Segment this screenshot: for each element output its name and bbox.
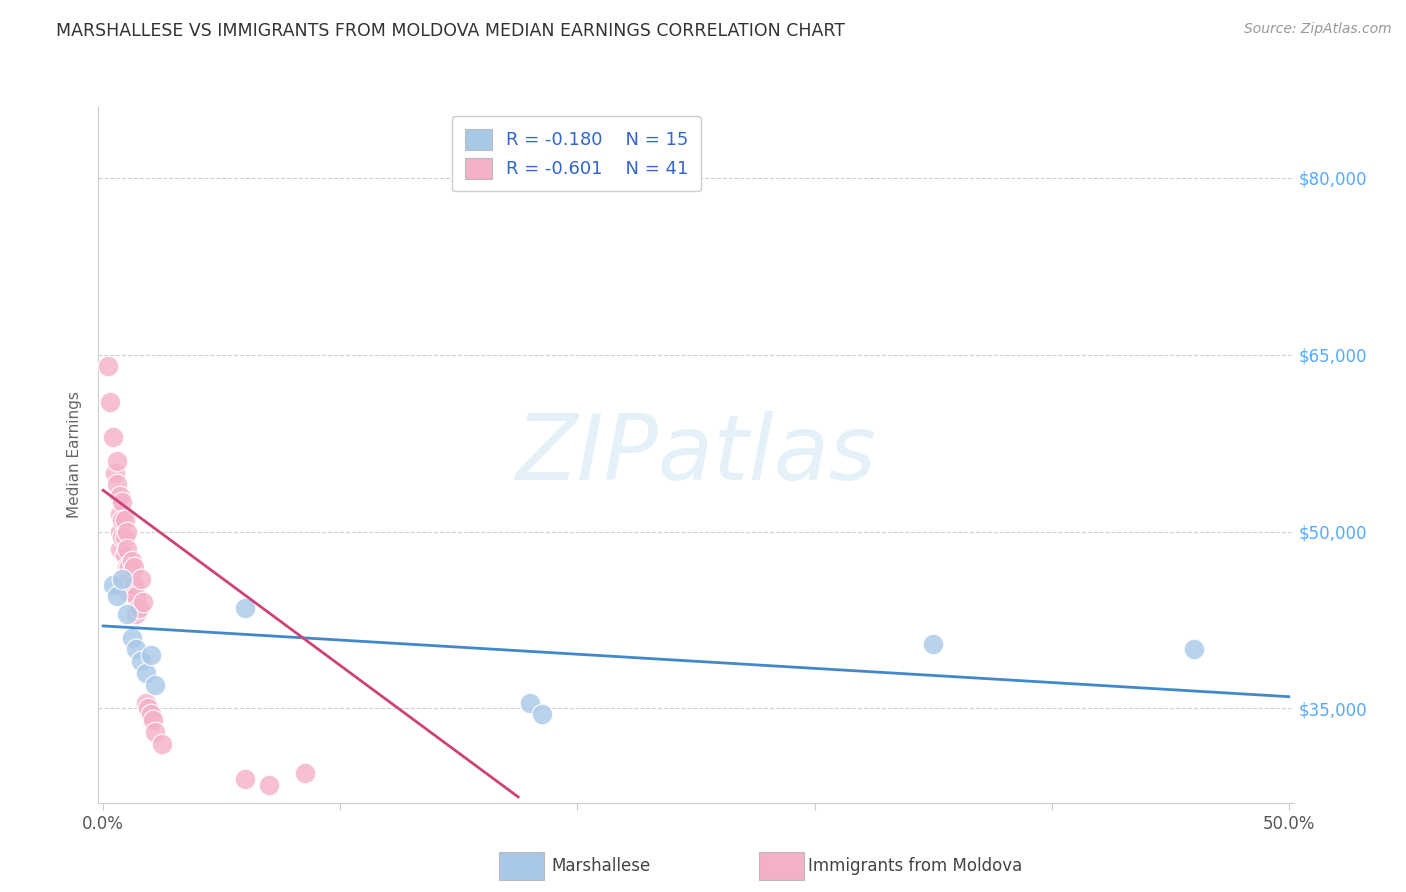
Text: ZIPatlas: ZIPatlas bbox=[516, 411, 876, 499]
Point bbox=[1182, 642, 1205, 657]
Point bbox=[152, 737, 174, 751]
Point bbox=[257, 778, 280, 792]
Text: Source: ZipAtlas.com: Source: ZipAtlas.com bbox=[1244, 22, 1392, 37]
Point bbox=[129, 572, 152, 586]
Point bbox=[142, 713, 165, 727]
Point bbox=[114, 531, 136, 545]
Point bbox=[121, 554, 143, 568]
Point bbox=[111, 572, 134, 586]
Point bbox=[105, 590, 128, 604]
Point bbox=[121, 572, 143, 586]
Point bbox=[108, 507, 131, 521]
Point bbox=[143, 678, 166, 692]
Point bbox=[118, 572, 141, 586]
Point bbox=[122, 577, 145, 591]
Point bbox=[922, 637, 945, 651]
Point bbox=[121, 631, 143, 645]
Point bbox=[105, 477, 128, 491]
Text: Immigrants from Moldova: Immigrants from Moldova bbox=[808, 857, 1022, 875]
Point bbox=[129, 654, 152, 668]
Point bbox=[108, 542, 131, 557]
Text: MARSHALLESE VS IMMIGRANTS FROM MOLDOVA MEDIAN EARNINGS CORRELATION CHART: MARSHALLESE VS IMMIGRANTS FROM MOLDOVA M… bbox=[56, 22, 845, 40]
Point bbox=[235, 772, 257, 787]
Point bbox=[97, 359, 120, 374]
Point bbox=[115, 542, 138, 557]
Point bbox=[128, 601, 150, 615]
Point bbox=[235, 601, 257, 615]
Point bbox=[139, 648, 162, 663]
Point bbox=[118, 560, 141, 574]
Point bbox=[114, 548, 136, 562]
Point bbox=[139, 707, 162, 722]
Legend: R = -0.180    N = 15, R = -0.601    N = 41: R = -0.180 N = 15, R = -0.601 N = 41 bbox=[451, 116, 702, 191]
Point bbox=[125, 642, 148, 657]
Point bbox=[108, 524, 131, 539]
Point bbox=[111, 495, 134, 509]
Point bbox=[115, 583, 138, 598]
Point bbox=[519, 696, 541, 710]
Point bbox=[108, 489, 131, 503]
Point bbox=[111, 531, 134, 545]
Point bbox=[111, 513, 134, 527]
Point bbox=[135, 666, 157, 681]
Text: Marshallese: Marshallese bbox=[551, 857, 651, 875]
Point bbox=[101, 577, 124, 591]
Point bbox=[105, 454, 128, 468]
Point bbox=[115, 560, 138, 574]
Y-axis label: Median Earnings: Median Earnings bbox=[67, 392, 83, 518]
Point bbox=[530, 707, 553, 722]
Point bbox=[114, 513, 136, 527]
Point bbox=[143, 725, 166, 739]
Point bbox=[125, 590, 148, 604]
Point bbox=[98, 395, 121, 409]
Point bbox=[115, 524, 138, 539]
Point bbox=[294, 766, 316, 780]
Point bbox=[115, 607, 138, 621]
Point bbox=[122, 560, 145, 574]
Point bbox=[101, 430, 124, 444]
Point bbox=[115, 572, 138, 586]
Point bbox=[104, 466, 127, 480]
Point bbox=[132, 595, 155, 609]
Point bbox=[125, 607, 148, 621]
Point bbox=[135, 696, 157, 710]
Point bbox=[136, 701, 159, 715]
